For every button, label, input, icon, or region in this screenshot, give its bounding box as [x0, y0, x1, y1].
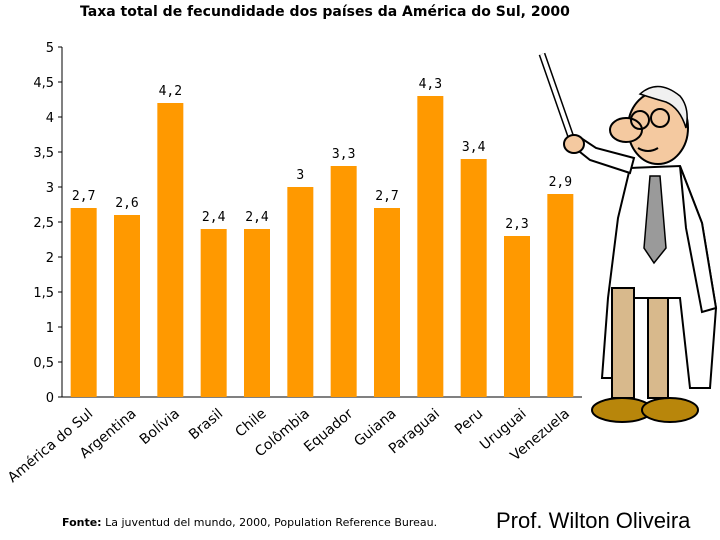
- y-tick-label: 0: [46, 391, 54, 406]
- value-label: 2,9: [549, 175, 572, 190]
- y-tick-label: 2,5: [33, 216, 54, 231]
- bar: [200, 229, 227, 397]
- bar: [114, 215, 140, 397]
- bar: [330, 166, 357, 397]
- source-text: La juventud del mundo, 2000, Population …: [101, 516, 438, 529]
- bar: [70, 208, 97, 397]
- x-tick-label: Brasil: [186, 406, 226, 443]
- value-label: 2,4: [202, 210, 226, 225]
- y-tick-label: 3,5: [33, 146, 54, 161]
- value-label: 3,3: [332, 147, 355, 162]
- x-tick-label: Chile: [232, 406, 269, 441]
- chart-title: Taxa total de fecundidade dos países da …: [80, 4, 570, 20]
- y-tick-label: 0,5: [33, 356, 54, 371]
- value-label: 4,2: [159, 84, 182, 99]
- value-label: 3,4: [462, 140, 486, 155]
- bar: [287, 187, 314, 397]
- y-tick-label: 3: [46, 181, 54, 196]
- source-label: Fonte:: [62, 516, 102, 529]
- bar: [547, 194, 574, 397]
- bar: [374, 208, 400, 397]
- x-tick-label: Equador: [301, 406, 356, 456]
- value-label: 2,4: [245, 210, 269, 225]
- bar: [157, 103, 184, 397]
- y-tick-label: 1: [46, 321, 54, 336]
- professor-with-pointer-icon: [538, 52, 718, 423]
- value-label: 4,3: [419, 77, 442, 92]
- value-label: 2,3: [505, 217, 528, 232]
- value-label: 2,6: [115, 196, 138, 211]
- value-label: 3: [296, 168, 304, 183]
- author-credit: Prof. Wilton Oliveira: [496, 508, 691, 533]
- chart-bars: [70, 96, 574, 397]
- bar: [244, 229, 270, 397]
- value-label: 2,7: [375, 189, 398, 204]
- value-labels: 2,7 2,6 4,2 2,4 2,4 3 3,3 2,7 4,3 3,4 2,3 2,9: [72, 77, 572, 232]
- value-label: 2,7: [72, 189, 95, 204]
- y-tick-label: 4,5: [33, 76, 54, 91]
- chart-axes: [58, 46, 582, 398]
- bar: [417, 96, 444, 397]
- y-tick-label: 1,5: [33, 286, 54, 301]
- x-tick-label: Peru: [452, 406, 486, 438]
- y-tick-label: 2: [46, 251, 54, 266]
- y-tick-label: 4: [46, 111, 54, 126]
- y-tick-label: 5: [46, 41, 54, 56]
- source-note: Fonte: La juventud del mundo, 2000, Popu…: [62, 516, 437, 529]
- bar: [504, 236, 530, 397]
- bar: [460, 159, 487, 397]
- x-tick-label: Bolívia: [137, 406, 183, 448]
- y-tick-labels: 0 0,5 1 1,5 2 2,5 3 3,5 4 4,5 5: [33, 41, 54, 406]
